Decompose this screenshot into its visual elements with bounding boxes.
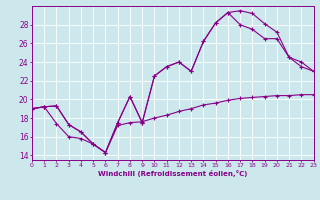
X-axis label: Windchill (Refroidissement éolien,°C): Windchill (Refroidissement éolien,°C)	[98, 170, 247, 177]
